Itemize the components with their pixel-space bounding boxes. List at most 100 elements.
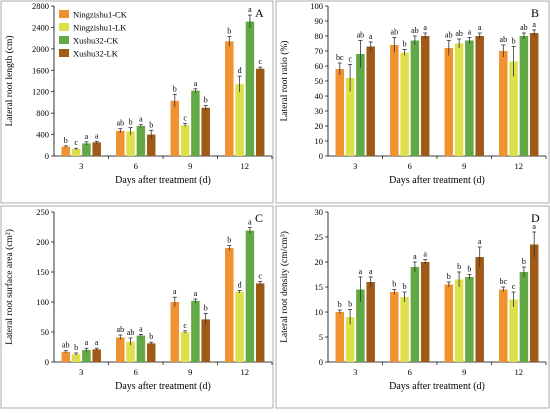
bar-ningzishu1-ck [335, 312, 345, 362]
bar-ningzishu1-ck [499, 51, 508, 156]
bar-ningzishu1-lk [454, 279, 464, 362]
bar-ningzishu1-ck [170, 302, 180, 362]
significance-letter: c [348, 55, 352, 64]
panel-frame [275, 0, 550, 204]
bar-ningzishu1-lk [180, 125, 190, 156]
bar-ningzishu1-ck [444, 48, 454, 156]
significance-letter: ab [62, 341, 70, 350]
bar-xushu32-lk [366, 282, 375, 362]
panel-frame [275, 205, 550, 409]
significance-letter: a [173, 287, 177, 296]
bar-ningzishu1-lk [71, 149, 81, 156]
significance-letter: a [248, 218, 252, 227]
y-tick-label: 60 [315, 61, 324, 71]
significance-letter: b [204, 303, 208, 312]
y-tick-label: 0 [45, 151, 49, 161]
bar-ningzishu1-ck [390, 292, 399, 362]
bar-ningzishu1-lk [509, 61, 518, 156]
bar-ningzishu1-ck [170, 100, 180, 156]
x-tick-label: 9 [462, 161, 466, 171]
y-tick-label: 90 [315, 16, 324, 26]
significance-letter: ab [391, 28, 399, 37]
significance-letter: a [139, 324, 143, 333]
y-tick-label: 10 [315, 136, 324, 146]
significance-letter: b [392, 280, 396, 289]
significance-letter: a [532, 20, 536, 29]
x-tick-label: 9 [188, 161, 192, 171]
y-tick-label: 0 [319, 151, 323, 161]
y-tick-label: 400 [36, 130, 49, 140]
bar-xushu32-ck [245, 230, 255, 362]
significance-letter: b [149, 332, 153, 341]
legend-label: Xushu32-LK [73, 49, 119, 59]
panel-a: 0 400 800 1200 1600 2000 2400 2800 Lateral root … [0, 0, 274, 204]
significance-letter: a [194, 289, 198, 298]
y-axis-label: Lateral root ratio (%) [279, 41, 290, 122]
y-axis-label: Lateral root length (cm) [4, 35, 15, 126]
y-tick-label: 25 [315, 232, 324, 242]
y-tick-label: 800 [36, 108, 49, 118]
significance-letter: ab [357, 31, 365, 40]
significance-letter: a [369, 267, 373, 276]
bar-ningzishu1-ck [499, 289, 508, 362]
legend-swatch [59, 36, 69, 44]
significance-letter: c [183, 114, 187, 123]
panel-label: D [531, 211, 540, 225]
bar-xushu32-lk [255, 68, 265, 156]
significance-letter: b [149, 120, 153, 129]
significance-letter: b [512, 37, 516, 46]
significance-letter: d [238, 281, 242, 290]
bar-ningzishu1-ck [444, 284, 454, 362]
significance-letter: c [512, 282, 516, 291]
bar-ningzishu1-ck [116, 130, 125, 156]
bar-xushu32-ck [356, 289, 365, 362]
panel-c: 0 50 100 150 200 250 Lateral root surface area… [0, 205, 274, 409]
panel-d: 0 5 10 15 20 25 30 Lateral root density (cm/cm³… [275, 205, 550, 409]
bar-xushu32-ck [410, 40, 420, 156]
bar-ningzishu1-lk [235, 291, 244, 362]
bar-xushu32-ck [82, 143, 91, 156]
y-tick-label: 10 [315, 307, 324, 317]
significance-letter: ab [127, 328, 135, 337]
bar-ningzishu1-lk [126, 341, 135, 362]
x-tick-label: 6 [134, 367, 138, 377]
bar-xushu32-lk [420, 262, 430, 362]
bar-xushu32-ck [465, 40, 474, 156]
y-tick-label: 20 [315, 121, 324, 131]
significance-letter: d [238, 66, 242, 75]
y-tick-label: 1200 [32, 87, 49, 97]
x-tick-label: 9 [462, 367, 466, 377]
bar-ningzishu1-ck [225, 41, 234, 156]
x-axis-label: Days after treatment (d) [115, 381, 211, 392]
panel-frame [0, 205, 274, 409]
bar-ningzishu1-lk [126, 131, 135, 156]
y-tick-label: 100 [310, 1, 323, 11]
bar-ningzishu1-lk [509, 299, 518, 362]
bar-ningzishu1-ck [335, 69, 345, 156]
y-tick-label: 250 [36, 207, 49, 217]
y-tick-label: 0 [319, 357, 323, 367]
y-tick-label: 1600 [32, 65, 49, 75]
panel-label: C [255, 211, 263, 225]
legend-swatch [59, 49, 69, 57]
significance-letter: ab [455, 29, 463, 38]
y-tick-label: 2800 [32, 1, 49, 11]
x-tick-label: 3 [79, 367, 83, 377]
significance-letter: a [194, 79, 198, 88]
y-tick-label: 0 [45, 357, 49, 367]
x-tick-label: 12 [515, 367, 524, 377]
significance-letter: a [139, 115, 143, 124]
y-tick-label: 20 [315, 257, 324, 267]
significance-letter: ab [117, 325, 125, 334]
bar-xushu32-ck [519, 36, 529, 156]
bar-ningzishu1-lk [345, 78, 355, 156]
bar-xushu32-ck [191, 300, 200, 362]
y-tick-label: 2000 [32, 44, 49, 54]
y-axis-label: Lateral root density (cm/cm³) [279, 231, 290, 343]
panel-label: B [531, 6, 539, 20]
significance-letter: bc [336, 53, 344, 62]
significance-letter: a [369, 32, 373, 41]
significance-letter: b [403, 282, 407, 291]
